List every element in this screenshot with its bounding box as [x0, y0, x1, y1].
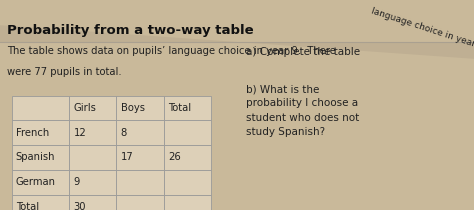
Text: Probability from a two-way table: Probability from a two-way table: [7, 24, 254, 37]
Bar: [69, 145, 116, 170]
Bar: [116, 120, 164, 145]
Text: Total: Total: [168, 103, 191, 113]
Text: Total: Total: [16, 202, 39, 210]
Bar: [12, 96, 69, 120]
Bar: [69, 120, 116, 145]
Bar: [69, 170, 116, 195]
Bar: [116, 170, 164, 195]
Bar: [69, 96, 116, 120]
Bar: [164, 145, 211, 170]
Text: Boys: Boys: [121, 103, 145, 113]
Bar: [12, 195, 69, 210]
Text: 30: 30: [73, 202, 86, 210]
Text: a) Complete the table: a) Complete the table: [246, 47, 361, 57]
Text: Girls: Girls: [73, 103, 96, 113]
Bar: [164, 170, 211, 195]
Bar: [12, 120, 69, 145]
Text: 26: 26: [168, 152, 181, 163]
Text: 8: 8: [121, 128, 127, 138]
Text: 12: 12: [73, 128, 86, 138]
Bar: [12, 145, 69, 170]
Bar: [69, 195, 116, 210]
Text: The table shows data on pupils’ language choice in year 9.  There: The table shows data on pupils’ language…: [7, 46, 336, 56]
Text: Spanish: Spanish: [16, 152, 55, 163]
Bar: [12, 170, 69, 195]
Text: 9: 9: [73, 177, 80, 187]
Text: b) What is the
probability I choose a
student who does not
study Spanish?: b) What is the probability I choose a st…: [246, 84, 360, 137]
Bar: [164, 120, 211, 145]
Text: German: German: [16, 177, 55, 187]
Text: 17: 17: [121, 152, 134, 163]
Bar: [164, 195, 211, 210]
Bar: [116, 195, 164, 210]
Bar: [116, 145, 164, 170]
Text: were 77 pupils in total.: were 77 pupils in total.: [7, 67, 122, 77]
Bar: [116, 96, 164, 120]
Polygon shape: [0, 25, 474, 59]
Bar: [164, 96, 211, 120]
Text: language choice in year 9.  There: language choice in year 9. There: [370, 6, 474, 62]
Text: French: French: [16, 128, 49, 138]
